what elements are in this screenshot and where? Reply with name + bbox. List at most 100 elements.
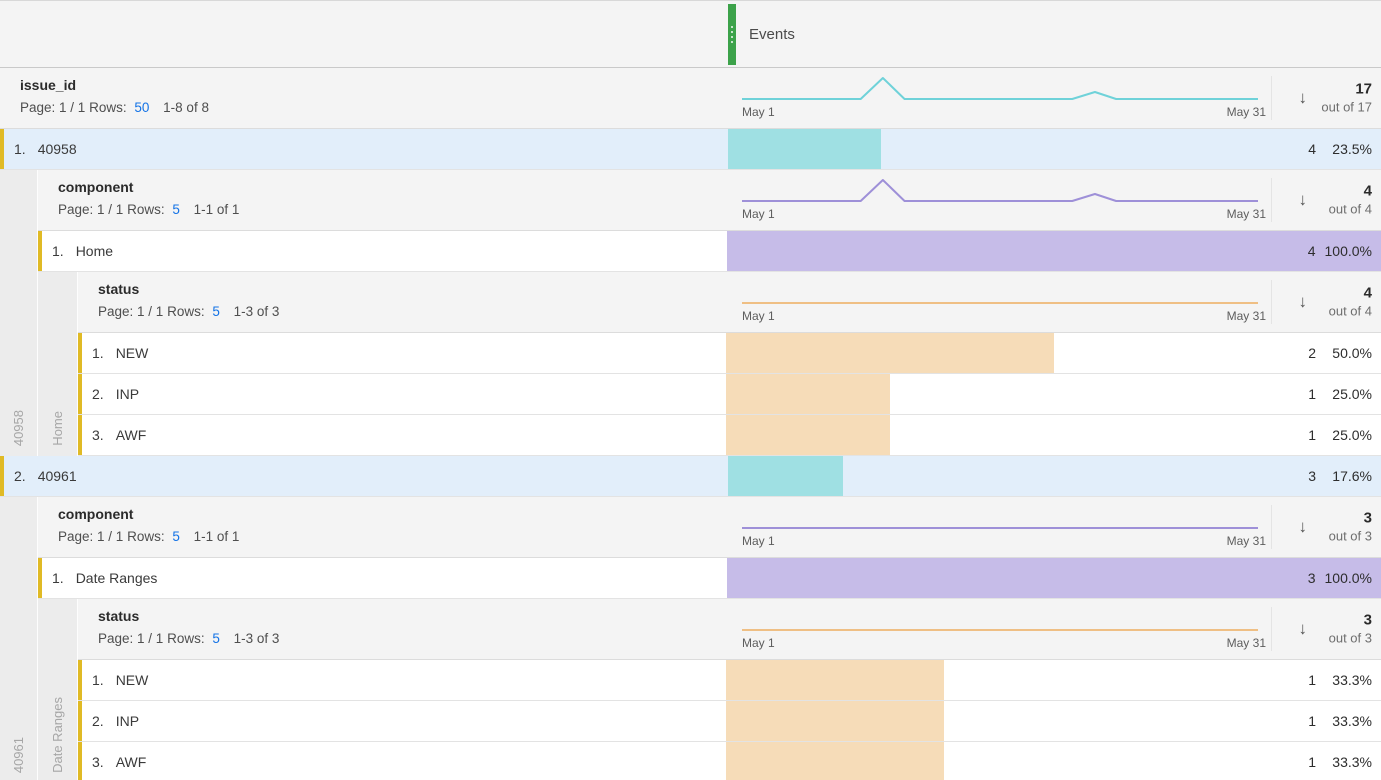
sparkline: May 1 May 31 <box>742 176 1266 224</box>
metric-header-events[interactable]: Events <box>728 1 795 67</box>
pagination: Page: 1 / 1 Rows: 5 1-3 of 3 <box>98 631 279 646</box>
metric-percent: 25.0% <box>1332 386 1372 402</box>
metric-bar <box>726 660 945 700</box>
metric-percent: 33.3% <box>1332 672 1372 688</box>
row-accent-bar <box>78 374 82 414</box>
cell-divider <box>1271 178 1272 222</box>
metric-bar <box>726 333 1054 373</box>
pagination: Page: 1 / 1 Rows: 50 1-8 of 8 <box>20 100 209 115</box>
sparkline: May 1 May 31 <box>742 503 1266 551</box>
page-value: 1 / 1 <box>137 304 164 319</box>
row-label: 1. 40958 <box>0 129 77 169</box>
table-row-new[interactable]: 1. NEW 1 33.3% <box>78 660 1381 701</box>
page-value: 1 / 1 <box>59 100 86 115</box>
dimension-header-component: component Page: 1 / 1 Rows: 5 1-1 of 1 M… <box>38 170 1381 231</box>
metric-percent: 23.5% <box>1332 141 1372 157</box>
row-number: 1. <box>92 345 104 361</box>
metric-bar <box>728 456 843 496</box>
table-row-awf[interactable]: 3. AWF 1 25.0% <box>78 415 1381 456</box>
table-row-date-ranges[interactable]: 1. Date Ranges 3 100.0% <box>38 558 1381 599</box>
sparkline-end-label: May 31 <box>1226 207 1266 221</box>
row-value-label: 40958 <box>37 141 77 157</box>
metric-cell: 1 25.0% <box>726 415 1381 455</box>
metric-total-out-of: out of 3 <box>1328 630 1372 646</box>
metric-value: 1 <box>1308 713 1316 729</box>
metric-label: Events <box>749 25 795 43</box>
breakdown-parent-label: Home <box>50 411 65 446</box>
rows-per-page-link[interactable]: 5 <box>172 202 180 217</box>
dimension-name: component <box>58 179 134 195</box>
row-accent-bar <box>38 231 42 271</box>
dimension-name: issue_id <box>20 77 77 93</box>
metric-cell: 1 33.3% <box>726 701 1381 741</box>
breakdown-parent-column: Date Ranges <box>38 599 78 780</box>
sparkline: May 1 May 31 <box>742 74 1266 122</box>
table-row-40958[interactable]: 1. 40958 4 23.5% <box>0 129 1381 170</box>
row-value-label: INP <box>115 713 140 729</box>
dimension-header-status: status Page: 1 / 1 Rows: 5 1-3 of 3 <box>78 272 1381 333</box>
table-row-inp[interactable]: 2. INP 1 33.3% <box>78 701 1381 742</box>
rows-per-page-link[interactable]: 5 <box>172 529 180 544</box>
row-accent-bar <box>38 558 42 598</box>
metric-bar <box>726 374 890 414</box>
table-row-40961[interactable]: 2. 40961 3 17.6% <box>0 456 1381 497</box>
metric-value: 2 <box>1308 345 1316 361</box>
sparkline-chart <box>742 605 1258 635</box>
row-accent-bar <box>78 333 82 373</box>
table-row-awf[interactable]: 3. AWF 1 33.3% <box>78 742 1381 780</box>
page-label: Page: <box>58 529 94 544</box>
row-number: 2. <box>92 713 104 729</box>
rows-per-page-link[interactable]: 5 <box>212 304 220 319</box>
pagination-range: 1-3 of 3 <box>233 631 280 646</box>
cell-divider <box>1271 76 1272 120</box>
metric-summary-cell: May 1 May 31 ↓ 4 out of 4 <box>726 272 1381 332</box>
row-accent-bar <box>0 129 4 169</box>
breakdown-section-date-ranges: Date Ranges status Page: 1 / 1 Rows: 5 1… <box>38 599 1381 780</box>
rows-per-page-link[interactable]: 50 <box>134 100 150 115</box>
metric-value: 1 <box>1308 754 1316 770</box>
table-row-home[interactable]: 1. Home 4 100.0% <box>38 231 1381 272</box>
metric-cell: 3 100.0% <box>727 558 1381 598</box>
metric-total-out-of: out of 17 <box>1321 99 1372 115</box>
table-row-new[interactable]: 1. NEW 2 50.0% <box>78 333 1381 374</box>
rows-label: Rows: <box>127 529 165 544</box>
metric-bar <box>727 558 1381 598</box>
sort-descending-icon[interactable]: ↓ <box>1298 88 1308 107</box>
dimension-name: status <box>98 281 140 297</box>
row-number: 1. <box>92 672 104 688</box>
sparkline-end-label: May 31 <box>1226 534 1266 548</box>
metric-value: 3 <box>1307 570 1316 586</box>
sort-descending-icon[interactable]: ↓ <box>1298 292 1308 311</box>
row-value-label: Date Ranges <box>75 570 158 586</box>
metric-bar <box>727 231 1381 271</box>
page-value: 1 / 1 <box>137 631 164 646</box>
sort-descending-icon[interactable]: ↓ <box>1298 517 1308 536</box>
breakdown-parent-column: 40961 <box>0 497 38 780</box>
rows-label: Rows: <box>89 100 127 115</box>
page-value: 1 / 1 <box>97 529 124 544</box>
metric-bar <box>726 701 945 741</box>
row-number: 1. <box>52 570 64 586</box>
row-number: 3. <box>92 754 104 770</box>
metric-value: 4 <box>1308 141 1316 157</box>
metric-value: 4 <box>1307 243 1316 259</box>
sort-descending-icon[interactable]: ↓ <box>1298 190 1308 209</box>
table-row-inp[interactable]: 2. INP 1 25.0% <box>78 374 1381 415</box>
breakdown-parent-label: 40961 <box>11 736 26 773</box>
row-number: 2. <box>14 468 26 484</box>
pagination-range: 1-8 of 8 <box>163 100 209 115</box>
metric-total-out-of: out of 3 <box>1328 528 1372 544</box>
sparkline-end-label: May 31 <box>1226 309 1266 323</box>
metric-summary-cell: May 1 May 31 ↓ 3 out of 3 <box>726 599 1381 659</box>
metric-cell: 2 50.0% <box>726 333 1381 373</box>
row-accent-bar <box>0 456 4 496</box>
dimension-header-component: component Page: 1 / 1 Rows: 5 1-1 of 1 M… <box>38 497 1381 558</box>
drag-handle-icon[interactable] <box>728 3 736 65</box>
row-value-label: AWF <box>115 754 147 770</box>
metric-cell: 4 23.5% <box>728 129 1381 169</box>
page-label: Page: <box>20 100 56 115</box>
sort-descending-icon[interactable]: ↓ <box>1298 619 1308 638</box>
metric-bar <box>726 742 945 780</box>
rows-per-page-link[interactable]: 5 <box>212 631 220 646</box>
metric-total-value: 3 <box>1363 509 1372 527</box>
